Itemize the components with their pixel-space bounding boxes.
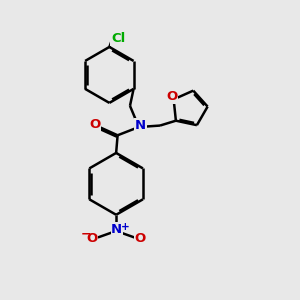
Text: O: O [86, 232, 98, 245]
Text: −: − [80, 227, 91, 240]
Text: N: N [111, 223, 122, 236]
Text: O: O [89, 118, 100, 131]
Text: +: + [121, 222, 129, 232]
Text: O: O [135, 232, 146, 245]
Text: Cl: Cl [111, 32, 125, 46]
Text: O: O [167, 91, 178, 103]
Text: N: N [135, 119, 146, 132]
